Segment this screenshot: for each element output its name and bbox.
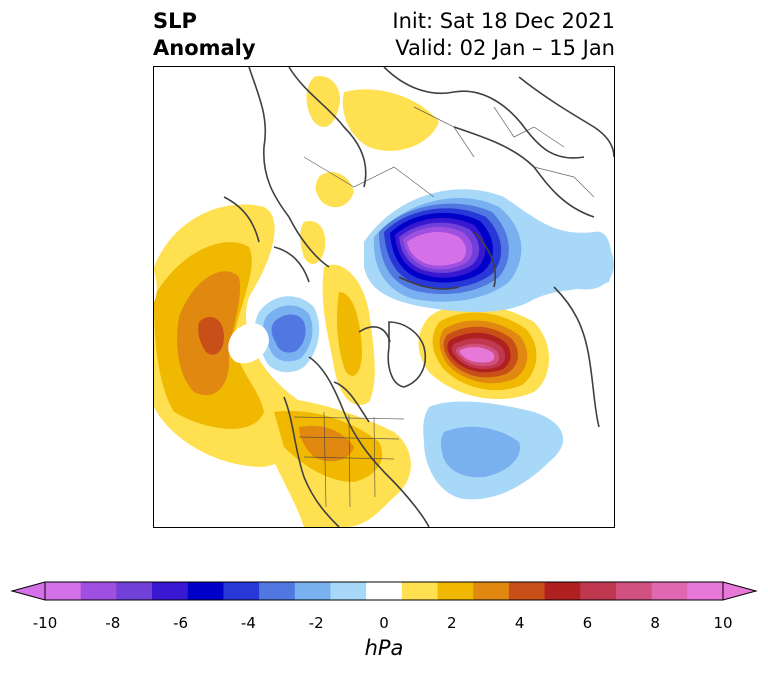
init-date: Init: Sat 18 Dec 2021	[392, 9, 615, 33]
coastlines	[223, 67, 614, 527]
north-america-positive-anomaly	[264, 397, 411, 527]
arctic-negative-anomaly	[364, 189, 612, 312]
colorbar-cell	[259, 582, 296, 600]
map-title-left: SLP Anomaly	[153, 8, 256, 62]
colorbar-tick: -6	[173, 614, 189, 632]
variable-name: SLP	[153, 9, 197, 33]
siberia-negative-anomaly	[552, 239, 614, 290]
hudson-positive-anomaly	[322, 264, 375, 406]
colorbar-cell	[615, 582, 653, 600]
colorbar-tick: 2	[447, 614, 457, 632]
colorbar-tick: 6	[582, 614, 593, 632]
atlantic-positive-anomaly	[418, 304, 549, 400]
colorbar-outline	[44, 581, 724, 601]
colorbar-tick: -8	[105, 614, 121, 632]
colorbar-cell	[508, 582, 546, 600]
map-title-right: Init: Sat 18 Dec 2021 Valid: 02 Jan – 15…	[392, 8, 615, 62]
colorbar-cell	[366, 582, 403, 600]
colorbar-cell	[152, 582, 189, 600]
colorbar-cell	[116, 582, 153, 600]
country-borders	[293, 106, 595, 508]
colorbar-cell	[401, 582, 439, 600]
valid-range: Valid: 02 Jan – 15 Jan	[395, 36, 615, 60]
colorbar-cell	[294, 582, 331, 600]
alaska-negative-anomaly	[228, 296, 320, 373]
colorbar-cell	[437, 582, 474, 600]
colorbar-cell	[687, 582, 724, 600]
colorbar	[10, 581, 758, 601]
colorbar-tick: 0	[379, 614, 389, 632]
colorbar-extend-high	[722, 581, 758, 601]
colorbar-cells	[45, 582, 724, 600]
colorbar-tick: 8	[650, 614, 660, 632]
colorbar-cell	[544, 582, 581, 600]
colorbar-tick: -2	[308, 614, 324, 632]
anomaly-map	[154, 67, 614, 527]
colorbar-cell	[187, 582, 224, 600]
colorbar-cell	[651, 582, 688, 600]
colorbar-cell	[473, 582, 510, 600]
colorbar-extend-low	[10, 581, 46, 601]
colorbar-unit-label: hPa	[364, 636, 404, 660]
colorbar-cell	[80, 582, 117, 600]
variable-type: Anomaly	[153, 36, 256, 60]
colorbar-cell	[580, 582, 617, 600]
colorbar-cell	[45, 582, 82, 600]
western-atlantic-negative-anomaly	[423, 401, 564, 500]
colorbar-cell	[330, 582, 367, 600]
colorbar-tick: 10	[713, 614, 733, 632]
colorbar-tick: 4	[514, 614, 525, 632]
colorbar-tick: -10	[32, 614, 58, 632]
map-panel	[153, 66, 615, 528]
colorbar-tick: -4	[240, 614, 256, 632]
colorbar-cell	[223, 582, 260, 600]
